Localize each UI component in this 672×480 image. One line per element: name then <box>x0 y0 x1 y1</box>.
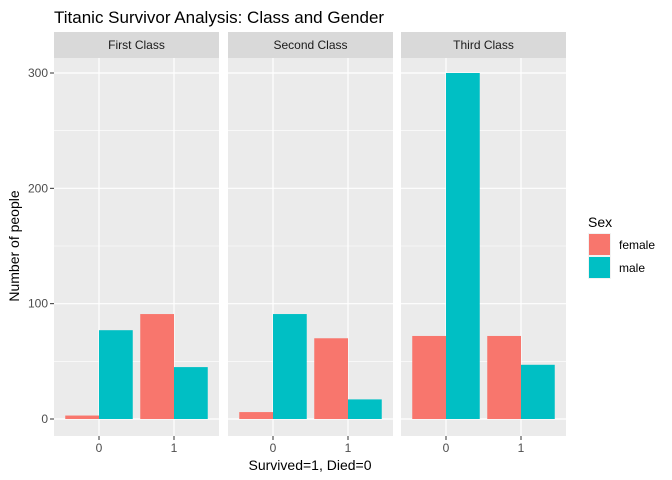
facet-strip <box>54 32 219 58</box>
bar-female <box>487 335 521 419</box>
x-tick-label: 1 <box>345 441 352 455</box>
facet-strip-label: First Class <box>108 38 165 52</box>
facet-panel: Third Class 0 1 <box>401 32 566 455</box>
bar-male <box>174 367 208 419</box>
x-axis-label: Survived=1, Died=0 <box>249 457 372 473</box>
bar-male <box>446 73 480 419</box>
legend-label: female <box>619 238 655 252</box>
facet-strip-label: Second Class <box>273 38 347 52</box>
x-tick-label: 1 <box>518 441 525 455</box>
panel-background <box>228 58 393 436</box>
facet-strip-label: Third Class <box>453 38 514 52</box>
legend-swatch-male <box>589 257 610 278</box>
legend: Sex female male <box>588 214 655 279</box>
chart-title: Titanic Survivor Analysis: Class and Gen… <box>54 8 384 27</box>
bar-male <box>521 364 555 419</box>
x-tick-label: 0 <box>270 441 277 455</box>
y-axis-label: Number of people <box>6 190 22 302</box>
facet-panels: First Class 0 1 Second Class 0 1 Third Class 0 1… <box>28 32 566 455</box>
facet-panel: Second Class 0 1 <box>228 32 393 455</box>
y-tick-label: 100 <box>28 297 48 311</box>
bar-male <box>348 399 382 419</box>
x-tick-label: 0 <box>443 441 450 455</box>
y-tick-label: 200 <box>28 181 48 195</box>
x-tick-label: 0 <box>96 441 103 455</box>
y-tick-label: 300 <box>28 66 48 80</box>
bar-male <box>99 330 133 419</box>
legend-title: Sex <box>588 214 612 230</box>
y-tick-label: 0 <box>41 412 48 426</box>
bar-female <box>412 335 446 419</box>
bar-female <box>140 314 174 419</box>
facet-strip <box>228 32 393 58</box>
facet-strip <box>401 32 566 58</box>
legend-swatch-female <box>589 234 610 255</box>
bar-male <box>273 314 307 419</box>
bar-female <box>239 412 273 419</box>
legend-label: male <box>619 261 645 275</box>
bar-female <box>65 415 99 419</box>
x-tick-label: 1 <box>171 441 178 455</box>
bar-female <box>314 338 348 419</box>
facet-panel: First Class 0 1 <box>54 32 219 455</box>
